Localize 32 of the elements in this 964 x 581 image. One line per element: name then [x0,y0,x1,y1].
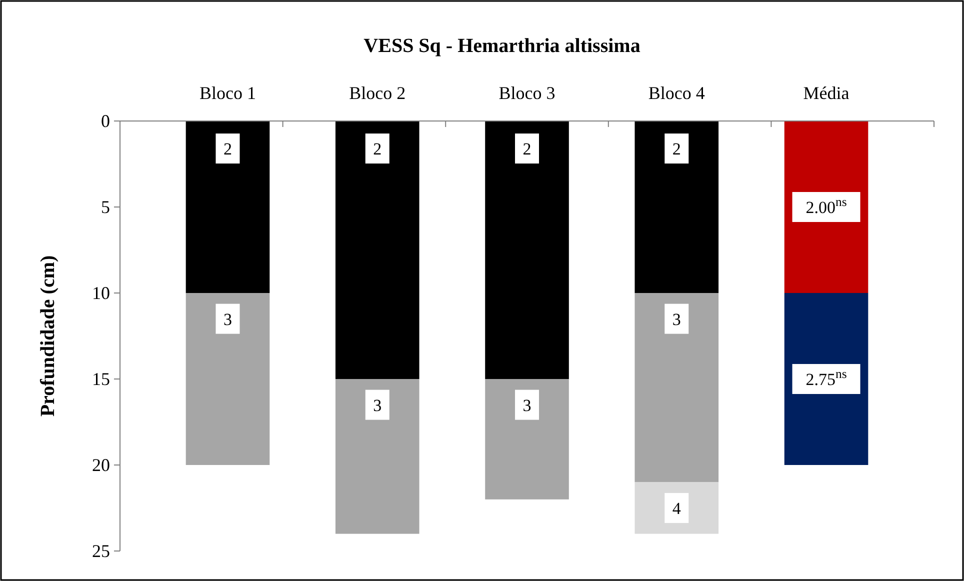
bar [634,121,719,293]
y-tick-label: 20 [92,455,110,475]
bar [335,121,420,379]
bar [186,121,270,293]
annotation: 3 [223,310,232,329]
annotation: 3 [672,310,681,329]
y-axis-title: Profundidade (cm) [37,255,59,417]
x-tick-label: Bloco 4 [648,83,705,103]
x-tick-label: Bloco 1 [199,83,256,103]
bar [485,379,569,500]
x-tick-label: Bloco 3 [498,83,556,103]
y-tick-label: 5 [101,197,110,217]
bar [335,379,420,534]
annotation: 2 [522,140,532,159]
annotation: 3 [373,396,382,415]
bar [485,121,569,379]
y-tick-label: 10 [92,283,110,303]
x-tick-label: Bloco 2 [349,83,406,103]
annotation: 2.75$^{ns}$ [806,367,847,389]
bar [186,293,270,465]
annotation: 2.00$^{ns}$ [806,195,847,217]
y-tick-label: 15 [92,369,110,389]
annotation: 2 [672,140,681,159]
chart-title: VESS Sq - Hemarthria altissima [364,35,640,57]
annotation: 4 [672,499,682,518]
annotation: 2 [373,140,382,159]
y-tick-label: 25 [92,541,110,561]
y-tick-label: 0 [101,111,110,131]
annotation: 3 [522,396,532,415]
bar [634,293,719,482]
x-tick-label: Média [803,83,850,103]
annotation: 2 [223,140,232,159]
